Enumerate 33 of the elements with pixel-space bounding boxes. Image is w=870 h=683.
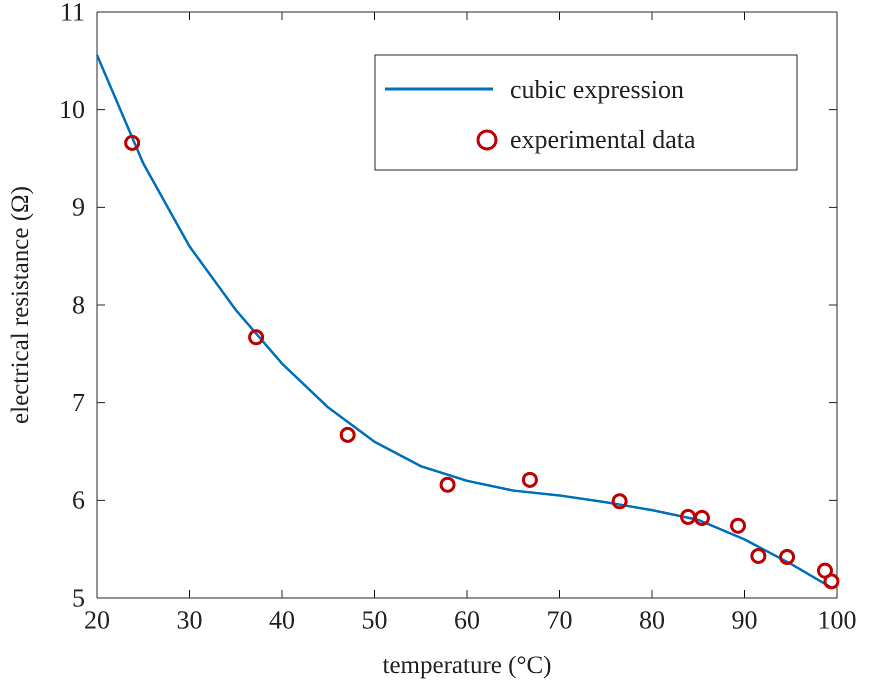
point (612, 493, 628, 510)
point (440, 476, 456, 493)
point (816, 562, 833, 579)
x-tick-label: 70 (546, 605, 572, 634)
point (680, 508, 696, 525)
x-tick-label: 50 (362, 605, 388, 634)
x-tick-label: 80 (639, 605, 665, 634)
point (779, 548, 796, 565)
legend-label: experimental data (510, 125, 696, 154)
legend-label: cubic expression (510, 75, 684, 104)
point (340, 426, 356, 443)
point (823, 573, 840, 590)
point (750, 548, 766, 564)
y-tick-label: 11 (60, 0, 85, 26)
point (730, 518, 746, 534)
x-tick-label: 30 (176, 605, 202, 634)
point (522, 472, 538, 488)
x-tick-label: 20 (84, 605, 110, 634)
y-tick-label: 9 (72, 192, 85, 222)
point (694, 510, 710, 526)
y-tick-label: 7 (72, 388, 85, 417)
x-tick-label: 40 (269, 605, 295, 634)
y-tick-label: 8 (72, 290, 85, 320)
point (248, 329, 264, 346)
y-tick-label: 10 (59, 94, 85, 124)
y-tick-label: 6 (72, 486, 85, 515)
y-axis-title: electrical resistance (Ω) (7, 186, 34, 424)
y-tick-label: 5 (72, 583, 85, 612)
point (124, 134, 140, 151)
x-tick-label: 90 (732, 605, 758, 634)
x-axis-title: temperature (°C) (382, 652, 552, 679)
x-tick-label: 60 (454, 605, 480, 634)
x-tick-label: 100 (818, 605, 856, 634)
